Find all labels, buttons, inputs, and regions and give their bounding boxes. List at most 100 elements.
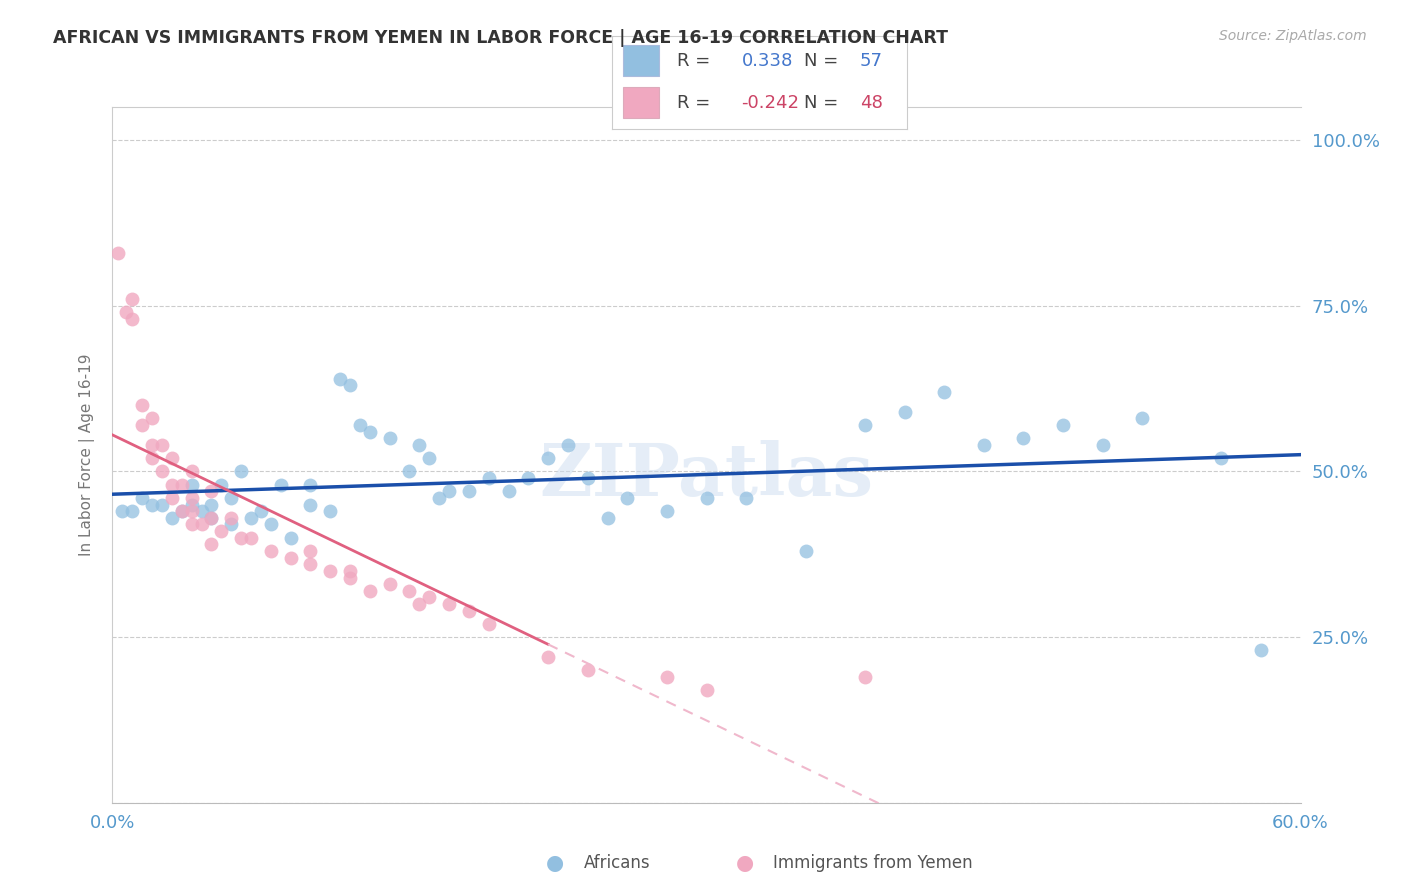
Point	[280, 531, 302, 545]
Point	[1091, 438, 1114, 452]
Point	[339, 570, 361, 584]
Point	[160, 477, 183, 491]
Point	[150, 438, 173, 452]
Point	[576, 471, 599, 485]
Point	[111, 504, 134, 518]
Text: N =: N =	[804, 52, 844, 70]
Point	[219, 491, 242, 505]
Point	[121, 292, 143, 306]
Point	[437, 484, 460, 499]
Point	[853, 418, 876, 433]
Point	[893, 405, 915, 419]
Point	[170, 504, 193, 518]
Point	[280, 550, 302, 565]
Point	[231, 531, 253, 545]
Point	[150, 465, 173, 479]
Point	[557, 438, 579, 452]
Text: -0.242: -0.242	[741, 95, 800, 112]
Point	[131, 491, 153, 505]
Point	[1130, 411, 1153, 425]
Text: 0.338: 0.338	[741, 52, 793, 70]
Bar	[623, 45, 659, 76]
Point	[180, 504, 202, 518]
Point	[219, 511, 242, 525]
Point	[170, 477, 193, 491]
Point	[141, 498, 163, 512]
Point	[107, 245, 129, 260]
Text: Africans: Africans	[583, 855, 650, 872]
Point	[537, 650, 560, 665]
Point	[1250, 643, 1272, 657]
Point	[576, 663, 599, 677]
Point	[398, 465, 420, 479]
Point	[408, 438, 430, 452]
Point	[209, 477, 232, 491]
Point	[115, 305, 138, 319]
Point	[160, 511, 183, 525]
Point	[141, 451, 163, 466]
Point	[170, 504, 193, 518]
Point	[160, 491, 183, 505]
Point	[231, 465, 253, 479]
Point	[200, 484, 222, 499]
Point	[299, 558, 322, 572]
Point	[408, 597, 430, 611]
Point	[209, 524, 232, 538]
Point	[180, 491, 202, 505]
Point	[150, 498, 173, 512]
Point	[299, 498, 322, 512]
Point	[655, 504, 678, 518]
Point	[200, 537, 222, 551]
Point	[696, 683, 718, 698]
Point	[329, 372, 352, 386]
Point	[359, 425, 381, 439]
Point	[478, 471, 501, 485]
Point	[299, 477, 322, 491]
Point	[319, 564, 342, 578]
Point	[359, 583, 381, 598]
Point	[121, 504, 143, 518]
Point	[131, 418, 153, 433]
Point	[180, 465, 202, 479]
Point	[537, 451, 560, 466]
Point	[1211, 451, 1233, 466]
Point	[180, 517, 202, 532]
Point	[794, 544, 817, 558]
Point	[200, 511, 222, 525]
Point	[319, 504, 342, 518]
Point	[299, 544, 322, 558]
Point	[270, 477, 292, 491]
Point	[427, 491, 450, 505]
Point	[418, 451, 440, 466]
Point	[160, 451, 183, 466]
Point	[853, 670, 876, 684]
Text: R =: R =	[676, 95, 716, 112]
Point	[339, 378, 361, 392]
Text: AFRICAN VS IMMIGRANTS FROM YEMEN IN LABOR FORCE | AGE 16-19 CORRELATION CHART: AFRICAN VS IMMIGRANTS FROM YEMEN IN LABO…	[53, 29, 949, 46]
Point	[339, 564, 361, 578]
Text: Source: ZipAtlas.com: Source: ZipAtlas.com	[1219, 29, 1367, 43]
Text: N =: N =	[804, 95, 844, 112]
Point	[240, 531, 263, 545]
Point	[458, 484, 481, 499]
Point	[517, 471, 540, 485]
Text: ●: ●	[737, 854, 754, 873]
Point	[1012, 431, 1035, 445]
Point	[498, 484, 520, 499]
Point	[250, 504, 273, 518]
Point	[973, 438, 995, 452]
Point	[180, 477, 202, 491]
Text: 48: 48	[859, 95, 883, 112]
Point	[696, 491, 718, 505]
Point	[180, 498, 202, 512]
Point	[219, 517, 242, 532]
Bar	[623, 87, 659, 118]
Point	[735, 491, 758, 505]
Y-axis label: In Labor Force | Age 16-19: In Labor Force | Age 16-19	[80, 353, 96, 557]
Point	[141, 411, 163, 425]
Point	[200, 498, 222, 512]
Point	[200, 511, 222, 525]
Point	[349, 418, 371, 433]
Point	[655, 670, 678, 684]
Point	[596, 511, 619, 525]
